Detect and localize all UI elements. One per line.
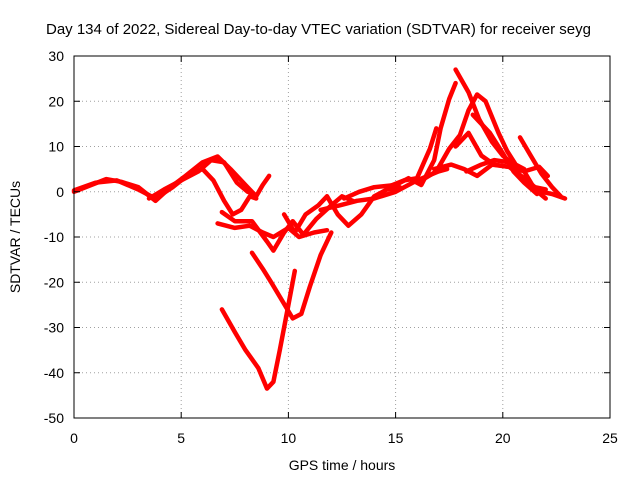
grid-lines [74, 56, 610, 418]
series-layer [71, 67, 568, 391]
x-tick-label: 25 [602, 430, 618, 446]
series-line-sat-l [419, 92, 527, 183]
x-axis-label: GPS time / hours [289, 457, 396, 473]
y-tick-label: 10 [48, 139, 64, 155]
y-tick-label: 30 [48, 48, 64, 64]
series-line-sat-k [384, 126, 439, 190]
x-tick-label: 15 [388, 430, 404, 446]
x-tick-label: 20 [495, 430, 511, 446]
series-line-sat-a [71, 154, 272, 204]
chart-title: Day 134 of 2022, Sidereal Day-to-day VTE… [46, 21, 591, 38]
series-line-sat-j [341, 80, 458, 201]
series-line-sat-h [281, 184, 403, 235]
series-line-sat-f [249, 230, 334, 321]
x-tick-label: 0 [70, 430, 78, 446]
y-tick-label: -50 [44, 410, 64, 426]
series-line-sat-c [146, 157, 257, 201]
x-tick-label: 5 [177, 430, 185, 446]
y-tick-label: -40 [44, 365, 64, 381]
axis-ticks: 0 5 10 15 20 25 -50 -40 -30 -20 -10 0 10 20 30 [44, 48, 618, 446]
y-tick-label: -30 [44, 320, 64, 336]
x-tick-label: 10 [281, 430, 297, 446]
y-tick-label: -20 [44, 274, 64, 290]
series-line-sat-q [464, 157, 568, 201]
y-tick-label: 0 [56, 184, 64, 200]
series-line-sat-r [517, 135, 563, 199]
y-axis-label: SDTVAR / TECUs [7, 181, 23, 293]
series-line-sat-d [215, 221, 330, 240]
y-tick-label: -10 [44, 229, 64, 245]
series-line-sat-b [71, 166, 259, 217]
y-tick-label: 20 [48, 93, 64, 109]
series-line-sat-g [219, 268, 298, 391]
